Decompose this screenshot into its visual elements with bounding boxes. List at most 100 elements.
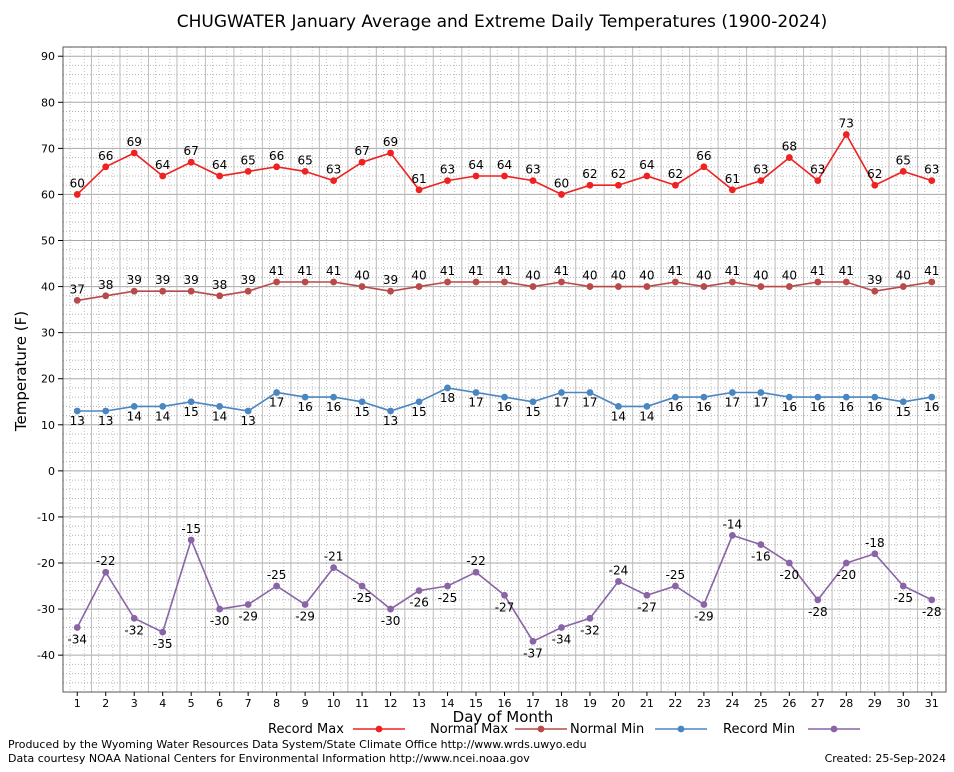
data-label-normal-min: 16 xyxy=(696,400,711,414)
data-label-normal-min: 15 xyxy=(184,405,199,419)
data-point-normal-max xyxy=(472,278,480,286)
data-point-normal-min xyxy=(501,393,508,401)
data-point-record-min xyxy=(842,559,850,567)
data-label-record-min: -27 xyxy=(495,600,515,614)
legend-marker-record-max xyxy=(375,725,383,733)
legend-label-record-max: Record Max xyxy=(268,722,344,737)
data-point-normal-min xyxy=(444,384,451,392)
data-label-normal-min: 16 xyxy=(839,400,854,414)
data-label-record-max: 62 xyxy=(611,167,626,181)
data-label-record-min: -25 xyxy=(438,591,458,605)
footer-created-date: Created: 25-Sep-2024 xyxy=(825,752,946,765)
data-label-record-max: 63 xyxy=(326,163,341,177)
y-axis-label: Temperature (F) xyxy=(12,311,30,432)
data-point-record-max xyxy=(387,149,394,157)
data-point-normal-min xyxy=(842,393,850,401)
data-label-record-min: -24 xyxy=(609,563,629,577)
data-point-normal-max xyxy=(529,283,537,290)
data-point-normal-max xyxy=(586,283,594,290)
data-label-record-max: 60 xyxy=(70,176,85,190)
data-point-normal-max xyxy=(358,283,366,290)
data-point-record-max xyxy=(187,158,195,166)
data-label-record-min: -29 xyxy=(295,609,315,623)
data-point-record-min xyxy=(387,605,394,613)
data-label-normal-max: 38 xyxy=(98,278,113,292)
data-point-record-min xyxy=(159,628,167,636)
data-point-normal-min xyxy=(899,398,907,406)
data-point-record-max xyxy=(558,191,565,198)
data-point-record-min xyxy=(871,550,879,558)
data-label-record-min: -28 xyxy=(808,605,828,619)
data-label-record-min: -32 xyxy=(580,623,600,637)
data-label-normal-max: 41 xyxy=(554,264,569,278)
data-label-record-min: -14 xyxy=(723,517,743,531)
data-label-record-max: 66 xyxy=(696,149,711,163)
data-label-normal-min: 18 xyxy=(440,391,455,405)
data-label-normal-max: 39 xyxy=(867,273,882,287)
y-tick-label: 30 xyxy=(41,327,55,340)
data-point-record-max xyxy=(672,181,679,189)
x-tick-label: 16 xyxy=(498,697,512,710)
legend-marker-normal-max xyxy=(537,725,545,733)
data-label-record-max: 60 xyxy=(554,176,569,190)
data-label-record-min: -22 xyxy=(466,554,486,568)
data-point-record-max xyxy=(842,131,850,138)
data-label-normal-max: 40 xyxy=(582,269,597,283)
data-point-normal-min xyxy=(102,407,110,415)
data-label-normal-min: 16 xyxy=(782,400,797,414)
data-point-normal-max xyxy=(757,283,765,290)
data-point-normal-max xyxy=(187,287,195,295)
data-point-record-max xyxy=(358,158,366,166)
data-point-record-min xyxy=(643,591,651,599)
data-label-record-max: 61 xyxy=(411,172,426,186)
data-point-record-max xyxy=(216,172,224,180)
data-point-record-max xyxy=(244,167,252,175)
data-point-record-min xyxy=(444,582,451,590)
data-point-normal-max xyxy=(871,287,879,295)
x-tick-label: 20 xyxy=(611,697,625,710)
data-point-record-max xyxy=(700,163,708,171)
data-label-normal-min: 17 xyxy=(554,396,569,410)
data-point-record-min xyxy=(899,582,907,590)
x-tick-label: 1 xyxy=(74,697,81,710)
data-point-record-min xyxy=(73,624,81,631)
data-label-record-min: -34 xyxy=(67,633,87,647)
x-tick-label: 7 xyxy=(245,697,252,710)
data-point-record-max xyxy=(728,186,736,194)
x-tick-label: 22 xyxy=(668,697,682,710)
data-point-normal-min xyxy=(928,393,936,401)
data-label-normal-min: 13 xyxy=(98,414,113,428)
data-label-normal-min: 15 xyxy=(896,405,911,419)
data-point-normal-min xyxy=(785,393,793,401)
data-label-record-max: 63 xyxy=(810,163,825,177)
data-point-normal-max xyxy=(700,283,708,290)
data-point-record-min xyxy=(785,559,793,567)
y-tick-label: -30 xyxy=(37,603,55,616)
x-tick-label: 4 xyxy=(159,697,166,710)
chart-title: CHUGWATER January Average and Extreme Da… xyxy=(177,12,828,32)
data-point-record-max xyxy=(757,177,765,185)
legend-marker-normal-min xyxy=(677,725,685,733)
data-point-record-min xyxy=(529,637,537,645)
data-label-normal-max: 41 xyxy=(810,264,825,278)
data-point-record-max xyxy=(615,181,622,189)
data-label-record-max: 63 xyxy=(924,163,939,177)
data-label-normal-min: 16 xyxy=(297,400,312,414)
data-point-record-min xyxy=(558,624,565,631)
data-point-normal-min xyxy=(700,393,708,401)
x-tick-label: 3 xyxy=(131,697,138,710)
data-point-normal-max xyxy=(615,283,622,290)
data-point-record-max xyxy=(871,181,879,189)
data-label-normal-max: 40 xyxy=(782,269,797,283)
data-label-normal-max: 40 xyxy=(411,269,426,283)
data-label-normal-max: 41 xyxy=(839,264,854,278)
data-label-normal-min: 15 xyxy=(411,405,426,419)
legend-label-normal-min: Normal Min xyxy=(570,722,644,737)
y-tick-label: 80 xyxy=(41,96,55,109)
data-point-normal-max xyxy=(73,296,81,304)
data-label-record-min: -30 xyxy=(381,614,401,628)
data-label-normal-max: 41 xyxy=(440,264,455,278)
data-point-record-min xyxy=(757,541,765,548)
data-label-normal-min: 17 xyxy=(468,396,483,410)
data-point-record-max xyxy=(899,167,907,175)
